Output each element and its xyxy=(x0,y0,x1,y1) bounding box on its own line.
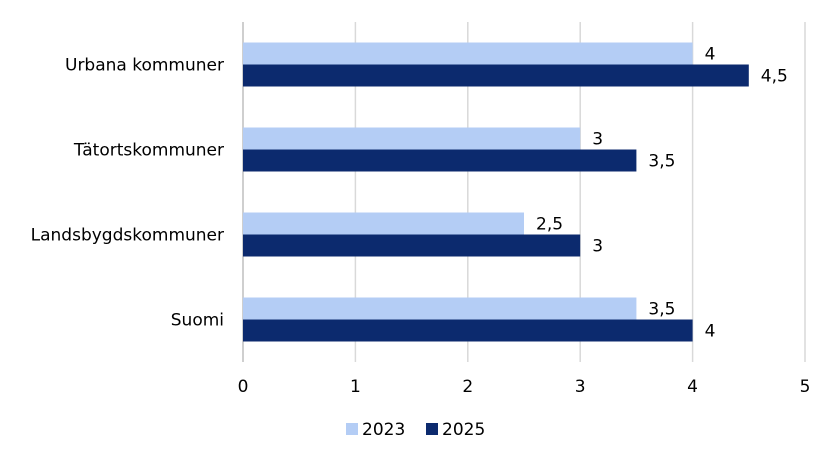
bar-2023 xyxy=(243,212,524,235)
bar-2023 xyxy=(243,297,637,320)
bar-2025 xyxy=(243,149,637,172)
data-label-2025: 4 xyxy=(705,322,716,342)
legend-label-2023: 2023 xyxy=(362,420,405,440)
data-label-2023: 4 xyxy=(705,45,716,65)
legend: 2023 2025 xyxy=(346,420,485,440)
category-label: Tätortskommuner xyxy=(73,141,224,161)
x-tick-label: 0 xyxy=(238,377,249,397)
category-labels: Urbana kommuner Tätortskommuner Landsbygds… xyxy=(31,56,224,331)
data-label-2023: 2,5 xyxy=(536,215,563,235)
data-label-2025: 3,5 xyxy=(648,152,675,172)
category-label: Urbana kommuner xyxy=(65,56,224,76)
x-tick-label: 5 xyxy=(800,377,811,397)
data-labels: 4 4,5 3 3,5 2,5 3 3,5 4 xyxy=(536,45,788,342)
x-tick-label: 1 xyxy=(350,377,361,397)
bar-2023 xyxy=(243,127,581,150)
legend-swatch-2025 xyxy=(426,423,438,435)
bar-2025 xyxy=(243,234,581,257)
bar-2025 xyxy=(243,64,749,87)
x-tick-label: 2 xyxy=(462,377,473,397)
bar-2023 xyxy=(243,42,693,65)
legend-swatch-2023 xyxy=(346,423,358,435)
x-axis: 0 1 2 3 4 5 xyxy=(238,377,811,397)
category-label: Suomi xyxy=(171,311,224,331)
data-label-2025: 4,5 xyxy=(761,67,788,87)
x-tick-label: 4 xyxy=(687,377,698,397)
category-label: Landsbygdskommuner xyxy=(31,226,224,246)
data-label-2025: 3 xyxy=(592,237,603,257)
data-label-2023: 3,5 xyxy=(648,300,675,320)
data-label-2023: 3 xyxy=(592,130,603,150)
bar-2025 xyxy=(243,319,693,342)
legend-label-2025: 2025 xyxy=(442,420,485,440)
bars xyxy=(243,42,749,342)
x-tick-label: 3 xyxy=(575,377,586,397)
